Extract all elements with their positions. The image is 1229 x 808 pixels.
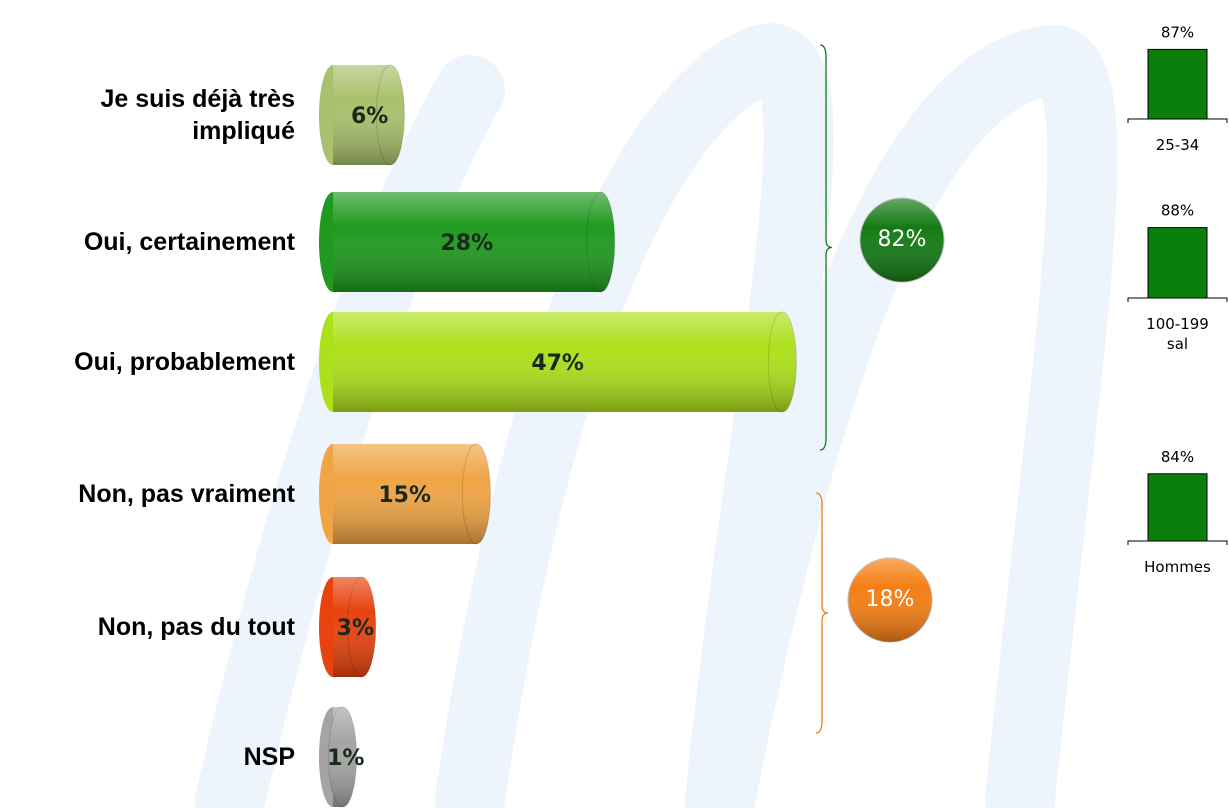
mini-bar bbox=[1147, 227, 1208, 299]
category-label: Je suis déjà très impliqué bbox=[100, 85, 295, 145]
category-label: Non, pas du tout bbox=[97, 613, 295, 641]
total-label: 82% bbox=[878, 227, 927, 252]
value-label: 28% bbox=[441, 231, 494, 256]
mini-value-label: 87% bbox=[1161, 23, 1194, 41]
mini-category-label: 100-199 sal bbox=[1146, 315, 1209, 353]
mini-value-label: 84% bbox=[1161, 448, 1194, 466]
value-label: 6% bbox=[351, 104, 388, 129]
bracket bbox=[815, 492, 829, 734]
value-label: 3% bbox=[337, 616, 374, 641]
total-circle-shade bbox=[860, 198, 944, 282]
value-label: 47% bbox=[531, 351, 584, 376]
category-label: Oui, probablement bbox=[74, 348, 295, 376]
category-label: Non, pas vraiment bbox=[78, 480, 295, 508]
bracket bbox=[819, 44, 833, 451]
mini-bar bbox=[1147, 473, 1208, 542]
mini-axis bbox=[1127, 118, 1228, 123]
total-circle-shade bbox=[848, 558, 932, 642]
bar-cap-shade bbox=[462, 444, 491, 544]
bar-cap-shade bbox=[328, 707, 357, 807]
bar-cap-shade bbox=[586, 192, 615, 292]
bar-cap-shade bbox=[347, 577, 376, 677]
category-label: Oui, certainement bbox=[83, 228, 295, 256]
bar-cap-shade bbox=[376, 65, 405, 165]
value-label: 1% bbox=[327, 746, 364, 771]
mini-axis bbox=[1127, 297, 1228, 302]
mini-value-label: 88% bbox=[1161, 202, 1194, 220]
bar-shade bbox=[333, 312, 783, 412]
total-label: 18% bbox=[866, 587, 915, 612]
value-label: 15% bbox=[378, 483, 431, 508]
background-logo bbox=[195, 23, 1118, 808]
bar-shade bbox=[333, 444, 477, 544]
mini-bar bbox=[1147, 48, 1208, 120]
mini-category-label: 25-34 bbox=[1155, 136, 1200, 154]
bar-cap-shade bbox=[768, 312, 797, 412]
mini-axis bbox=[1127, 540, 1228, 545]
category-label: NSP bbox=[243, 743, 295, 771]
bar-shade bbox=[333, 192, 601, 292]
mini-category-label: Hommes bbox=[1144, 558, 1211, 576]
